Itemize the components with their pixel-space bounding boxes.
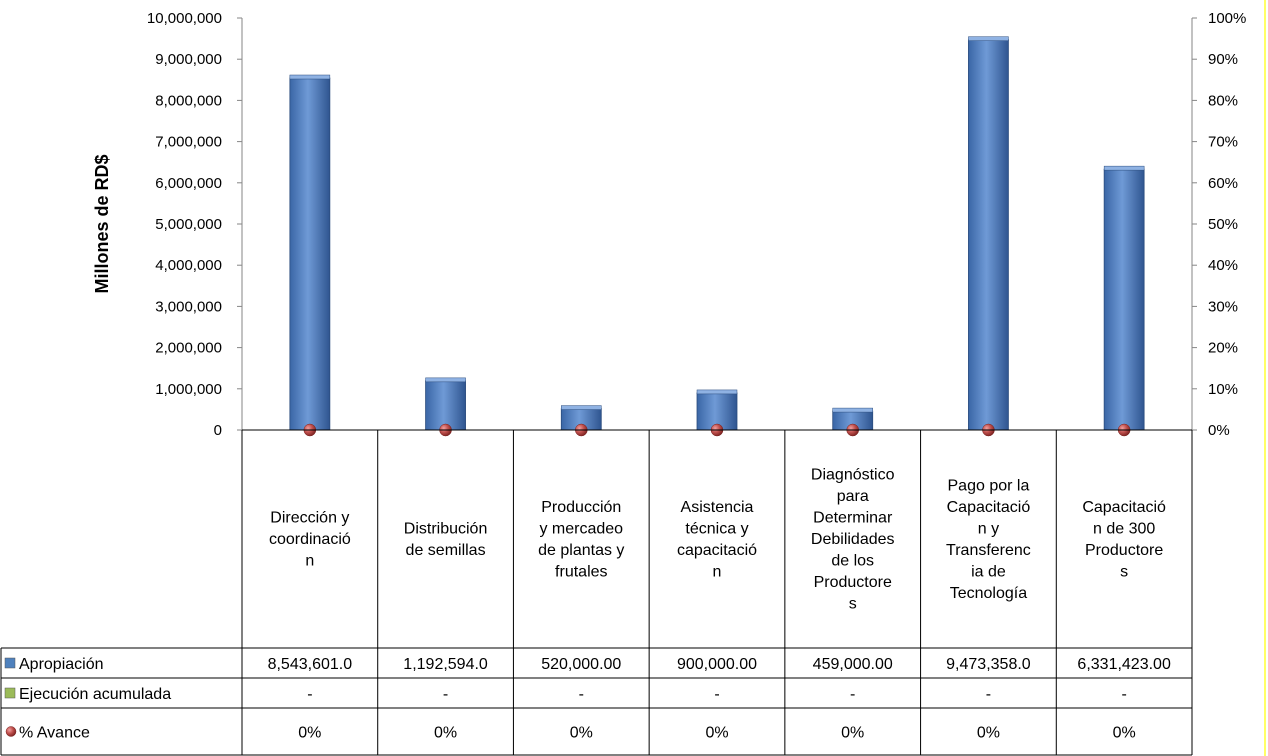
data-label: - <box>307 686 312 703</box>
data-label: - <box>443 686 448 703</box>
category-label: para <box>837 488 869 505</box>
y2-tick-label: 40% <box>1208 257 1238 274</box>
y-tick-label: 9,000,000 <box>155 51 222 68</box>
y-tick-label: 2,000,000 <box>155 340 222 357</box>
category-label: Pago por la <box>948 477 1030 494</box>
category-label: Debilidades <box>811 531 895 548</box>
data-label: 459,000.00 <box>813 656 893 673</box>
y2-tick-label: 100% <box>1208 10 1246 27</box>
category-label: Diagnóstico <box>811 467 895 484</box>
data-label: 0% <box>705 725 728 742</box>
legend-key-ejecucion <box>4 687 16 699</box>
bar-cap <box>561 405 602 410</box>
bar <box>1103 168 1145 431</box>
category-label: ia de <box>971 563 1006 580</box>
category-label: Producción <box>541 499 621 516</box>
row-label: % Avance <box>19 725 90 742</box>
legend-key-avance <box>5 726 17 737</box>
category-label: y mercadeo <box>539 520 623 537</box>
bar <box>425 380 466 431</box>
category-label: de semillas <box>406 542 486 559</box>
category-label: coordinació <box>269 531 351 548</box>
y2-tick-label: 0% <box>1208 422 1230 439</box>
bars <box>289 36 1145 431</box>
bar-cap <box>832 407 873 413</box>
data-table: Dirección y coordinació n Distribución de se… <box>0 429 1193 756</box>
data-label: 520,000.00 <box>541 656 621 673</box>
y2-tick-label: 10% <box>1208 381 1238 398</box>
y2-tick-label: 50% <box>1208 216 1238 233</box>
category-label: Distribución <box>404 520 488 537</box>
bar-cap <box>289 74 331 80</box>
category-label: n <box>713 563 722 580</box>
category-label: Capacitació <box>947 499 1031 516</box>
category-label: Tecnología <box>950 585 1027 602</box>
bar-cap <box>425 377 466 383</box>
category-label: s <box>849 596 857 613</box>
data-label: 0% <box>570 725 593 742</box>
y2-tick-label: 70% <box>1208 134 1238 151</box>
y2-tick-label: 20% <box>1208 340 1238 357</box>
category-label: Productore <box>1085 542 1163 559</box>
data-label: - <box>579 686 584 703</box>
bar-cap <box>968 36 1009 41</box>
category-label: capacitació <box>677 542 757 559</box>
y-tick-label: 7,000,000 <box>155 134 222 151</box>
category-label: Productore <box>814 574 892 591</box>
data-label: 6,331,423.00 <box>1077 656 1171 673</box>
data-label: - <box>714 686 719 703</box>
category-label: Asistencia <box>681 499 754 516</box>
bar <box>289 77 331 431</box>
data-label: - <box>850 686 855 703</box>
data-label: 1,192,594.0 <box>403 656 488 673</box>
y2-tick-label: 90% <box>1208 51 1238 68</box>
y2-tick-label: 80% <box>1208 92 1238 109</box>
data-label: 8,543,601.0 <box>268 656 353 673</box>
bar-cap <box>696 389 738 395</box>
edge-line <box>1264 0 1266 756</box>
data-label: - <box>1121 686 1126 703</box>
category-label: n <box>305 553 314 570</box>
y-tick-label: 0 <box>214 422 222 439</box>
y2-tick-label: 30% <box>1208 298 1238 315</box>
data-label: 900,000.00 <box>677 656 757 673</box>
data-label: 0% <box>434 725 457 742</box>
y-tick-label: 10,000,000 <box>147 10 222 27</box>
category-label: técnica y <box>685 520 748 537</box>
category-label: Transferenc <box>946 542 1031 559</box>
row-label: Ejecución acumulada <box>19 686 171 703</box>
bar-cap <box>1103 165 1145 171</box>
y-tick-label: 5,000,000 <box>155 216 222 233</box>
data-label: - <box>986 686 991 703</box>
y-tick-label: 4,000,000 <box>155 257 222 274</box>
y-axis-title: Millones de RD$ <box>92 154 112 293</box>
data-label: 9,473,358.0 <box>946 656 1031 673</box>
category-label: n de 300 <box>1093 520 1155 537</box>
category-label: de plantas y <box>538 542 624 559</box>
category-label: s <box>1120 563 1128 580</box>
y-tick-label: 1,000,000 <box>155 381 222 398</box>
category-label: Dirección y <box>270 510 349 527</box>
category-label: n y <box>978 520 999 537</box>
y-tick-label: 8,000,000 <box>155 92 222 109</box>
category-label: de los <box>831 553 874 570</box>
data-label: 0% <box>1113 725 1136 742</box>
data-label: 0% <box>298 725 321 742</box>
category-label: Capacitació <box>1082 499 1166 516</box>
y-tick-label: 3,000,000 <box>155 298 222 315</box>
axes: 0 1,000,000 2,000,000 3,000,000 4,000,000 5,0… <box>92 10 1246 439</box>
y-tick-label: 6,000,000 <box>155 175 222 192</box>
row-label: Apropiación <box>19 656 104 673</box>
legend-key-apropiacion <box>4 657 16 669</box>
y2-tick-label: 60% <box>1208 175 1238 192</box>
category-label: Determinar <box>813 510 893 527</box>
category-label: frutales <box>555 563 607 580</box>
bar <box>968 39 1009 431</box>
data-label: 0% <box>841 725 864 742</box>
data-label: 0% <box>977 725 1000 742</box>
